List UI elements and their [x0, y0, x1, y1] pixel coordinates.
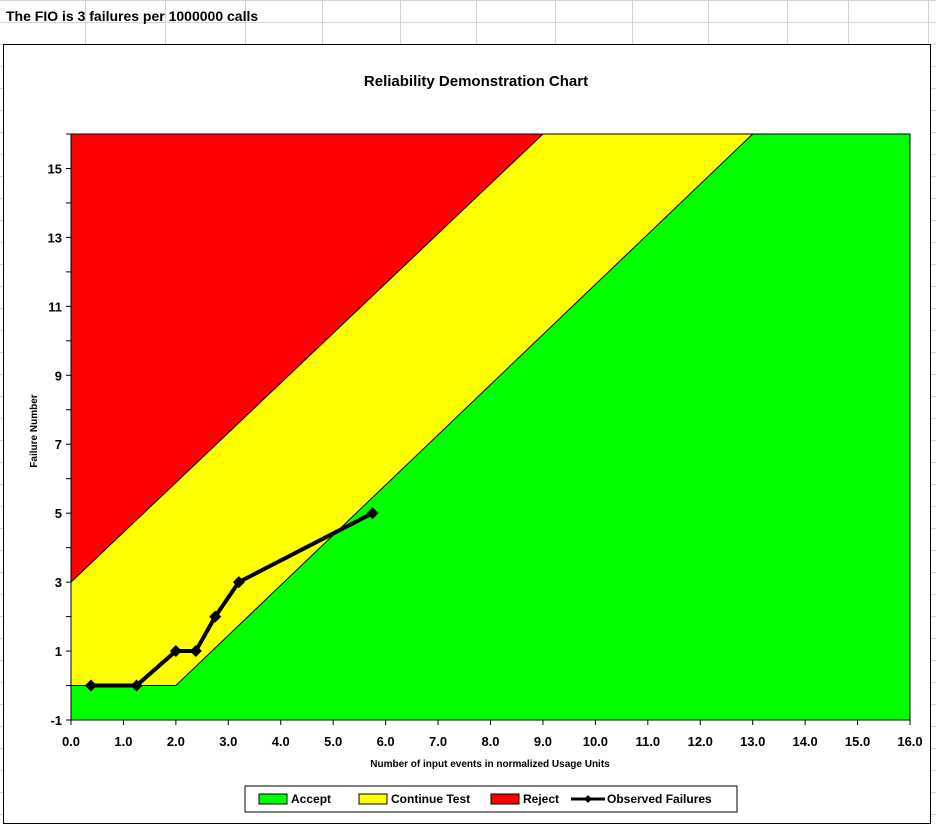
y-tick-label: 7: [55, 437, 62, 452]
x-tick-label: 14.0: [792, 734, 817, 749]
x-tick-label: 10.0: [583, 734, 608, 749]
x-tick-label: 6.0: [377, 734, 395, 749]
legend-swatch: [358, 793, 388, 805]
x-tick-label: 7.0: [429, 734, 447, 749]
x-tick-label: 4.0: [272, 734, 290, 749]
observed-failure-point: [366, 507, 379, 520]
observed-failure-point: [189, 645, 202, 658]
x-tick-label: 11.0: [636, 734, 661, 749]
x-tick-label: 8.0: [481, 734, 499, 749]
x-tick-label: 1.0: [114, 734, 132, 749]
y-tick-label: 3: [55, 575, 62, 590]
x-tick-label: 15.0: [845, 734, 870, 749]
y-axis-label: Failure Number: [29, 394, 40, 467]
x-tick-label: 12.0: [688, 734, 713, 749]
chart-title: Reliability Demonstration Chart: [364, 73, 588, 90]
observed-failure-point: [169, 645, 182, 658]
y-tick-label: 1: [55, 644, 62, 659]
reject-boundary-line: [70, 133, 544, 583]
series-layer: [84, 507, 379, 692]
plot-regions: [70, 133, 910, 720]
legend-label: Accept: [291, 792, 331, 806]
legend-label: Observed Failures: [607, 792, 712, 806]
plot-axes: [66, 133, 911, 725]
observed-failure-point: [130, 679, 143, 692]
legend-swatch: [490, 793, 520, 805]
legend-swatch: [258, 793, 288, 805]
x-tick-labels: 0.0 1.0 2.0 3.0 4.0 5.0 6.0 7.0 8.0 9.0 10.0 11.0 12…: [62, 734, 923, 749]
x-tick-label: 9.0: [534, 734, 552, 749]
y-tick-label: 11: [48, 299, 62, 314]
legend-label: Continue Test: [391, 792, 470, 806]
legend-label: Reject: [523, 792, 559, 806]
y-tick-label: -1: [50, 713, 62, 728]
observed-failure-point: [84, 679, 97, 692]
legend: Accept Continue Test Reject Observed Failur…: [244, 785, 738, 813]
cell-a1-text[interactable]: The FIO is 3 failures per 1000000 calls: [6, 8, 259, 24]
y-tick-label: 9: [55, 368, 62, 383]
observed-failure-point: [232, 576, 245, 589]
y-tick-label: 15: [48, 161, 62, 176]
x-axis-label: Number of input events in normalized Usa…: [370, 759, 610, 770]
x-tick-label: 0.0: [62, 734, 80, 749]
chart-svg: Reliability Demonstration Chart -1135791…: [29, 73, 923, 813]
x-tick-label: 13.0: [740, 734, 765, 749]
y-tick-label: 13: [48, 230, 62, 245]
observed-failure-point: [209, 610, 222, 623]
y-tick-label: 5: [55, 506, 62, 521]
x-tick-label: 16.0: [897, 734, 922, 749]
accept-region: [71, 134, 910, 720]
x-tick-label: 3.0: [219, 734, 237, 749]
chart-frame[interactable]: Reliability Demonstration Chart -1 1 3 5 7 9 1…: [3, 44, 931, 824]
x-tick-label: 5.0: [324, 734, 342, 749]
legend-marker: [584, 795, 592, 803]
x-tick-label: 2.0: [167, 734, 185, 749]
